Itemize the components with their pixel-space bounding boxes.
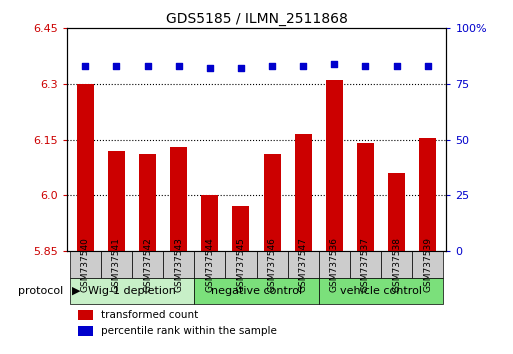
Point <box>424 63 432 69</box>
Bar <box>78 326 93 336</box>
Point <box>392 63 401 69</box>
Bar <box>194 278 319 304</box>
Bar <box>163 251 194 278</box>
Text: GSM737544: GSM737544 <box>205 237 214 292</box>
Bar <box>357 143 374 251</box>
Point <box>299 63 307 69</box>
Point <box>361 63 369 69</box>
Text: GSM737545: GSM737545 <box>236 237 245 292</box>
Bar <box>108 151 125 251</box>
Text: Wig-1 depletion: Wig-1 depletion <box>88 286 176 296</box>
Text: GSM737540: GSM737540 <box>81 237 90 292</box>
Point <box>112 63 121 69</box>
Text: GSM737536: GSM737536 <box>330 237 339 292</box>
Point <box>174 63 183 69</box>
Bar <box>232 206 249 251</box>
Text: GSM737542: GSM737542 <box>143 237 152 292</box>
Text: percentile rank within the sample: percentile rank within the sample <box>101 326 277 336</box>
Bar <box>381 251 412 278</box>
Bar <box>319 278 443 304</box>
Bar <box>194 251 225 278</box>
Bar <box>319 251 350 278</box>
Bar <box>350 251 381 278</box>
Bar <box>78 310 93 320</box>
Bar <box>256 251 288 278</box>
Text: GSM737541: GSM737541 <box>112 237 121 292</box>
Bar <box>170 147 187 251</box>
Bar <box>288 251 319 278</box>
Bar <box>132 251 163 278</box>
Bar <box>388 173 405 251</box>
Point <box>144 63 152 69</box>
Bar <box>70 278 194 304</box>
Point <box>206 65 214 71</box>
Text: ▶: ▶ <box>72 286 80 296</box>
Bar <box>419 138 436 251</box>
Text: transformed count: transformed count <box>101 310 198 320</box>
Bar <box>201 195 219 251</box>
Text: GSM737546: GSM737546 <box>268 237 277 292</box>
Point <box>268 63 276 69</box>
Bar <box>225 251 256 278</box>
Bar <box>326 80 343 251</box>
Bar <box>412 251 443 278</box>
Bar <box>139 154 156 251</box>
Point <box>330 61 339 67</box>
Text: GSM737547: GSM737547 <box>299 237 308 292</box>
Text: GSM737538: GSM737538 <box>392 237 401 292</box>
Point <box>237 65 245 71</box>
Text: GSM737543: GSM737543 <box>174 237 183 292</box>
Bar <box>101 251 132 278</box>
Text: GSM737537: GSM737537 <box>361 237 370 292</box>
Bar <box>77 84 94 251</box>
Point <box>81 63 89 69</box>
Bar <box>294 134 312 251</box>
Text: GSM737539: GSM737539 <box>423 237 432 292</box>
Bar <box>264 154 281 251</box>
Text: vehicle control: vehicle control <box>340 286 422 296</box>
Text: negative control: negative control <box>211 286 302 296</box>
Text: protocol: protocol <box>18 286 64 296</box>
Bar <box>70 251 101 278</box>
Title: GDS5185 / ILMN_2511868: GDS5185 / ILMN_2511868 <box>166 12 347 26</box>
